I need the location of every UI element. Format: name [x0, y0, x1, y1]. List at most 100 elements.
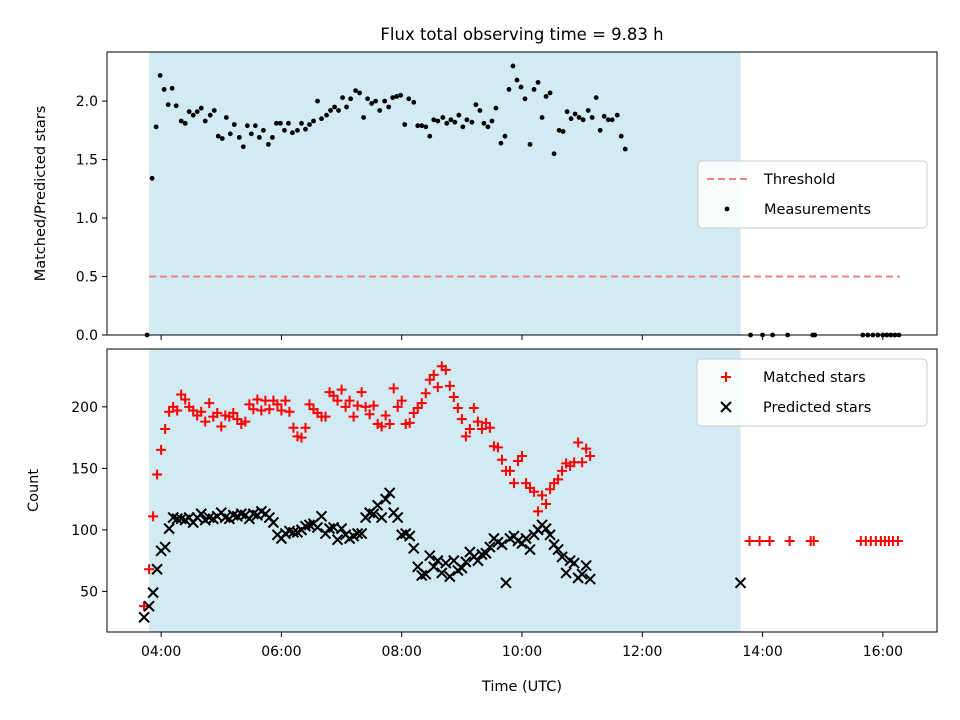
predicted-star-point: [576, 568, 588, 580]
matched-star-point: [344, 395, 355, 406]
predicted-star-point: [143, 600, 155, 612]
measurement-point: [303, 126, 308, 132]
measurement-point: [464, 117, 470, 123]
predicted-star-point: [520, 532, 532, 545]
legend-entry: Measurements: [724, 202, 871, 218]
measurement-point: [290, 130, 295, 136]
top-panel-measurements: 0.0 0.5 1.0 1.5 2.0 Matched/Predicted stars Th…: [33, 51, 938, 344]
measurement-point: [169, 85, 175, 91]
measurement-point: [477, 108, 483, 113]
matched-star-point: [541, 499, 552, 510]
matched-star-point: [204, 398, 215, 409]
predicted-star-point: [544, 529, 556, 541]
measurement-point: [260, 127, 266, 133]
predicted-star-point: [219, 511, 231, 524]
measurement-point: [215, 133, 221, 139]
matched-star-point: [356, 387, 367, 398]
predicted-star-point: [375, 511, 388, 524]
measurement-point: [269, 134, 275, 140]
matched-star-point: [464, 423, 475, 434]
matched-star-point: [533, 506, 544, 517]
predicted-star-point: [480, 547, 492, 559]
predicted-star-point: [460, 556, 472, 568]
measurement-point: [348, 96, 353, 102]
predicted-star-point: [556, 551, 568, 563]
x-tick-label: 04:00: [141, 644, 181, 660]
matched-star-point: [504, 465, 515, 476]
measurement-point: [564, 109, 570, 115]
matched-star-point: [388, 383, 399, 394]
matched-star-point: [456, 414, 467, 425]
observing-span: [149, 349, 741, 632]
measurement-point: [556, 127, 562, 133]
measurement-point: [153, 124, 159, 130]
x-tick-label: 12:00: [622, 644, 662, 660]
matched-star-point: [553, 474, 564, 485]
measurement-point: [256, 134, 262, 140]
matched-star-point: [545, 484, 556, 495]
matched-star-point: [288, 422, 299, 433]
measurement-point: [311, 118, 316, 124]
measurement-point: [219, 136, 225, 141]
predicted-star-point: [195, 508, 207, 520]
measurement-point: [186, 109, 192, 115]
y-axis-label: Count: [26, 469, 42, 512]
matched-star-point: [484, 422, 495, 433]
observing-span: [149, 52, 741, 335]
measurement-point: [252, 123, 258, 129]
measurement-point: [173, 103, 179, 109]
matched-star-point: [380, 410, 391, 421]
matched-star-point: [420, 388, 431, 399]
x-tick-label: 10:00: [502, 644, 542, 660]
matched-star-point: [557, 465, 568, 476]
predicted-star-point: [287, 526, 300, 539]
matched-star-point: [517, 451, 527, 462]
measurement-point: [506, 87, 512, 92]
measurement-point: [580, 117, 586, 123]
measurement-point: [340, 95, 345, 101]
predicted-star-point: [540, 522, 552, 535]
predicted-star-point: [367, 508, 380, 520]
y-tick-label: 2.0: [76, 94, 98, 110]
matched-star-point: [240, 416, 251, 427]
measurement-point: [415, 123, 421, 129]
measurement-point: [551, 151, 557, 157]
measurement-point: [585, 108, 591, 113]
matched-star-point: [764, 535, 775, 546]
measurement-point: [448, 117, 454, 123]
chart-title: Flux total observing time = 9.83 h: [380, 25, 663, 44]
measurement-point: [568, 116, 574, 122]
measurement-point: [207, 112, 213, 118]
measurement-point: [178, 118, 184, 124]
matched-star-point: [468, 403, 479, 414]
predicted-star-point: [159, 541, 171, 553]
matched-star-point: [276, 405, 287, 416]
predicted-star-point: [432, 554, 444, 567]
measurement-point: [265, 141, 271, 147]
measurement-point: [539, 115, 545, 120]
measurement-point: [440, 115, 446, 120]
measurement-point: [377, 108, 383, 113]
measurement-point: [307, 122, 312, 127]
predicted-star-point: [552, 543, 564, 556]
x-tick-label: 14:00: [742, 644, 782, 660]
legend-label: Measurements: [764, 202, 871, 218]
matched-star-point: [428, 369, 439, 380]
predicted-star-point: [151, 563, 163, 575]
measurement-point: [324, 112, 329, 118]
predicted-star-point: [163, 522, 175, 535]
predicted-star-point: [560, 567, 572, 579]
measurement-point: [248, 131, 254, 137]
measurement-point: [319, 116, 324, 122]
measurement-point: [460, 124, 466, 130]
measurement-point: [543, 94, 549, 99]
matched-star-point: [581, 443, 592, 454]
legend-box: [697, 160, 928, 229]
measurement-point: [336, 108, 341, 113]
predicted-star-point: [500, 577, 512, 589]
measurement-point: [481, 120, 487, 126]
measurement-point: [527, 141, 533, 147]
matched-star-point: [472, 416, 483, 427]
measurement-point: [278, 120, 283, 126]
measurement-point: [286, 120, 291, 126]
